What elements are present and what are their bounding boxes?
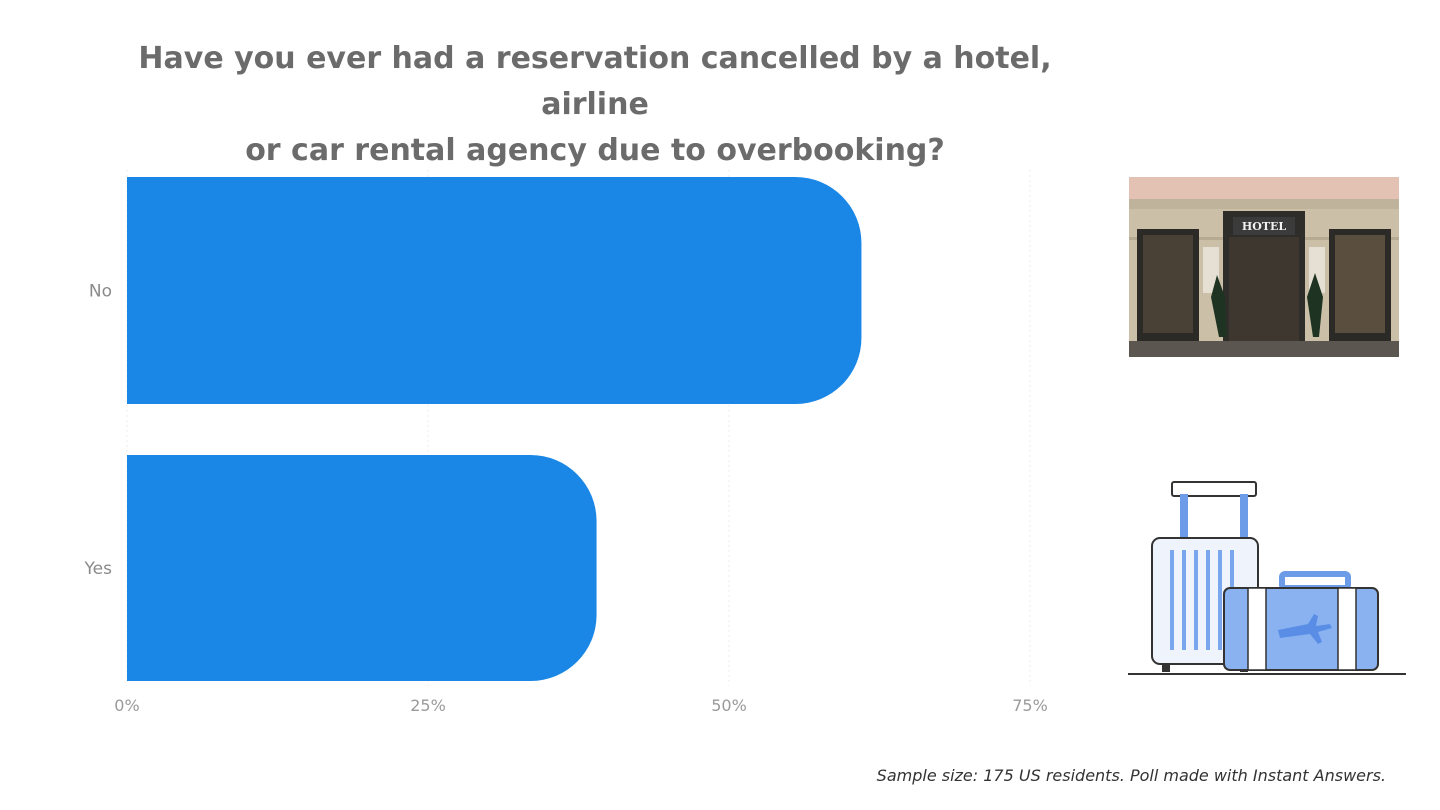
- category-label-yes: Yes: [84, 559, 113, 579]
- x-tick-label-1: 25%: [410, 696, 446, 715]
- suitcases-icon: [1128, 481, 1406, 675]
- hotel-sign: HOTEL: [1242, 220, 1287, 233]
- x-tick-label-0: 0%: [114, 696, 139, 715]
- hotel-storefront-photo: HOTEL: [1129, 177, 1399, 357]
- bar-no: [127, 177, 862, 404]
- x-tick-label-3: 75%: [1012, 696, 1048, 715]
- chart-title-line-2: or car rental agency due to overbooking?: [245, 133, 945, 168]
- chart-title: Have you ever had a reservation cancelle…: [80, 36, 1110, 174]
- x-tick-label-2: 50%: [711, 696, 747, 715]
- bar-yes: [127, 455, 597, 681]
- footnote: Sample size: 175 US residents. Poll made…: [876, 766, 1386, 785]
- category-label-no: No: [89, 282, 112, 302]
- chart-title-line-1: Have you ever had a reservation cancelle…: [138, 41, 1052, 122]
